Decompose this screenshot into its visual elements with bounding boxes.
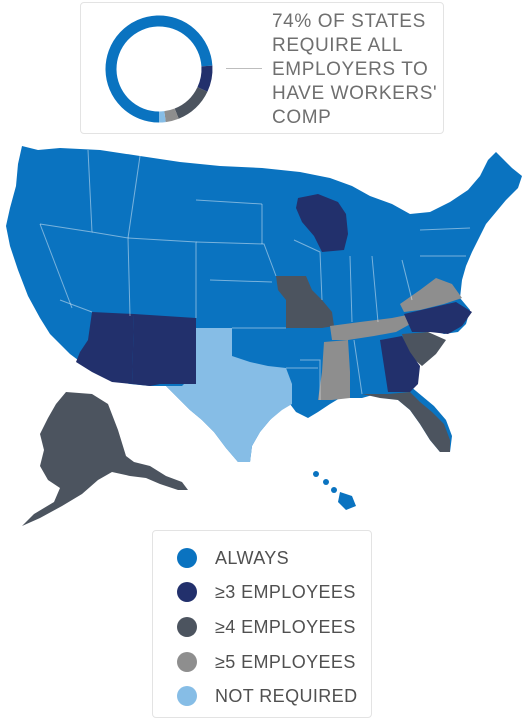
- legend-dot-3-employees: [177, 582, 197, 602]
- legend-item-3-employees: ≥3 EMPLOYEES: [177, 579, 356, 605]
- legend: ALWAYS ≥3 EMPLOYEES ≥4 EMPLOYEES ≥5 EMPL…: [152, 530, 372, 718]
- donut-segment-four: [174, 86, 208, 119]
- state-hawaii: [313, 471, 356, 510]
- legend-item-always: ALWAYS: [177, 545, 289, 571]
- us-map: [6, 146, 522, 526]
- legend-label-not-required: NOT REQUIRED: [215, 685, 358, 706]
- state-wisconsin: [296, 194, 348, 252]
- donut-segment-five: [164, 108, 179, 123]
- legend-label-3-employees: ≥3 EMPLOYEES: [215, 581, 356, 602]
- legend-label-always: ALWAYS: [215, 547, 290, 568]
- state-arizona: [76, 312, 134, 384]
- state-georgia: [380, 336, 420, 392]
- legend-label-4-employees: ≥4 EMPLOYEES: [215, 616, 356, 637]
- state-new-mexico: [132, 314, 196, 386]
- state-texas: [166, 328, 292, 462]
- donut-segments: [105, 15, 213, 123]
- legend-dot-5-employees: [177, 652, 197, 672]
- donut-segment-always: [105, 15, 213, 123]
- state-tennessee: [330, 314, 414, 340]
- state-mississippi: [318, 340, 350, 400]
- state-north-carolina: [404, 302, 472, 334]
- legend-item-not-required: NOT REQUIRED: [177, 683, 357, 709]
- state-missouri: [276, 276, 334, 328]
- legend-item-4-employees: ≥4 EMPLOYEES: [177, 614, 356, 640]
- connector-line: [226, 68, 262, 69]
- legend-dot-4-employees: [177, 617, 197, 637]
- legend-item-5-employees: ≥5 EMPLOYEES: [177, 649, 356, 675]
- donut-segment-three: [197, 65, 213, 92]
- state-virginia: [400, 278, 462, 312]
- legend-dot-always: [177, 548, 197, 568]
- legend-dot-not-required: [177, 686, 197, 706]
- state-florida: [362, 392, 450, 452]
- legend-label-5-employees: ≥5 EMPLOYEES: [215, 651, 356, 672]
- state-alaska: [22, 392, 188, 526]
- stat-text: 74% OF STATES REQUIRE ALL EMPLOYERS TO H…: [272, 11, 438, 128]
- donut-chart: [105, 15, 213, 123]
- state-borders: [39, 149, 471, 400]
